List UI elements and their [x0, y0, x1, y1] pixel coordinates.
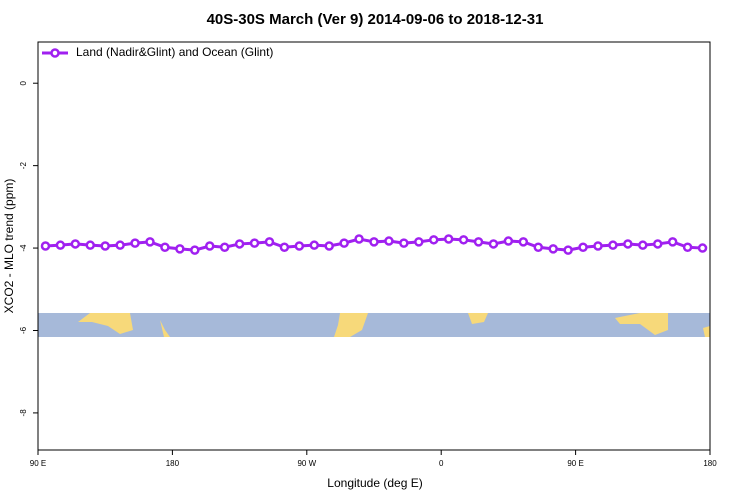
legend-marker [50, 48, 60, 58]
x-tick-label: 180 [703, 459, 717, 468]
plot-frame [37, 41, 711, 451]
x-tick-label: 90 E [30, 459, 46, 468]
point [354, 234, 364, 244]
point [115, 240, 125, 250]
point [204, 241, 215, 251]
point [145, 237, 155, 247]
map-strip [38, 313, 710, 337]
point [428, 235, 439, 245]
y-tick-label: -6 [19, 326, 28, 334]
legend-label: Land (Nadir&Glint) and Ocean (Glint) [76, 45, 273, 59]
point [697, 243, 708, 253]
y-tick-label: -8 [19, 409, 28, 417]
point [264, 237, 275, 247]
point [608, 240, 618, 250]
point [652, 239, 663, 249]
y-tick-label: 0 [19, 80, 28, 85]
x-tick-label: 180 [166, 459, 180, 468]
land [160, 320, 170, 337]
point [518, 237, 529, 247]
point [563, 245, 573, 255]
land [334, 313, 368, 337]
point [638, 240, 648, 250]
x-tick-label: 90 W [297, 459, 316, 468]
point [309, 240, 320, 250]
point [279, 242, 290, 252]
point [190, 245, 200, 255]
land [78, 313, 133, 334]
point [578, 242, 588, 252]
point [70, 239, 81, 249]
ocean [38, 313, 710, 337]
chart-title: 40S-30S March (Ver 9) 2014-09-06 to 2018… [207, 11, 544, 28]
point [249, 238, 260, 248]
point [130, 238, 140, 248]
y-tick-label: -4 [19, 244, 28, 252]
point [160, 242, 170, 252]
land [468, 313, 488, 324]
point [234, 239, 245, 249]
x-tick-label: 0 [439, 459, 444, 468]
point [682, 242, 693, 252]
point [503, 236, 514, 246]
point [593, 241, 603, 251]
point [399, 238, 409, 248]
y-tick-label: -2 [19, 162, 28, 170]
point [339, 238, 349, 248]
point [369, 237, 379, 247]
point [533, 242, 544, 252]
point [548, 244, 558, 254]
point [384, 236, 394, 246]
point [324, 241, 334, 251]
point [294, 241, 305, 251]
point [219, 242, 230, 252]
x-axis-label: Longitude (deg E) [327, 476, 422, 490]
point [667, 237, 678, 247]
y-axis-label: XCO2 - MLO trend (ppm) [2, 179, 16, 314]
point [623, 239, 633, 249]
point [473, 237, 484, 247]
point [55, 240, 66, 250]
x-tick-label: 90 E [567, 459, 583, 468]
point [443, 234, 454, 244]
point [414, 237, 424, 247]
point [100, 241, 110, 251]
point [175, 244, 185, 254]
point [458, 235, 469, 245]
land [703, 326, 710, 337]
land [615, 313, 668, 335]
point [85, 240, 96, 250]
point [488, 239, 499, 249]
point [40, 241, 51, 251]
